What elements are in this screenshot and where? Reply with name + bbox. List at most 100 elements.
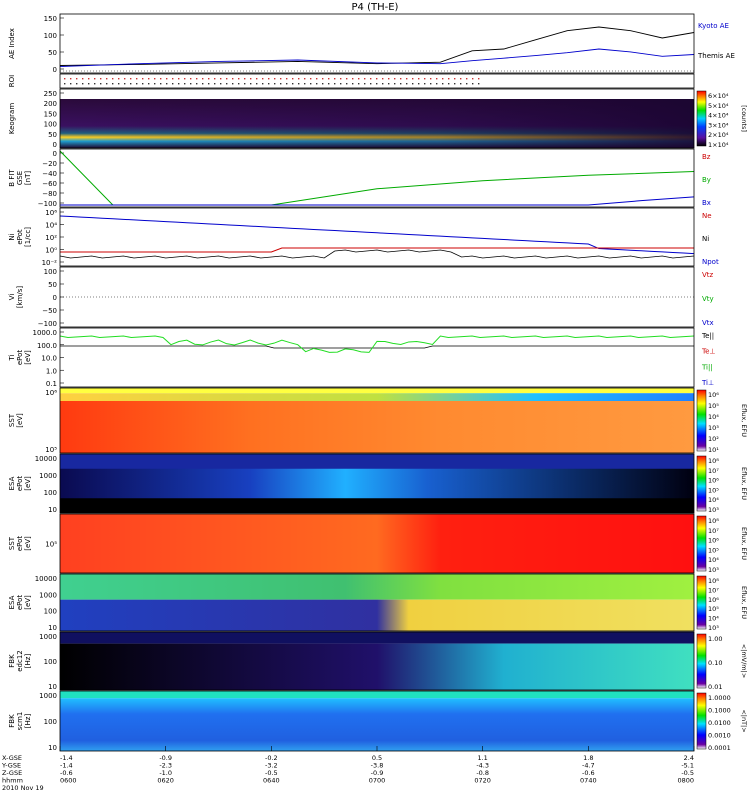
panel-ylabel: ePot xyxy=(16,350,24,366)
roi-dot xyxy=(364,78,366,80)
colorbar-tick-label: 3×10⁴ xyxy=(708,121,729,129)
roi-dot xyxy=(172,83,174,85)
colorbar-tick-label: 0.01 xyxy=(708,683,722,691)
roi-dot xyxy=(76,78,78,80)
panel-ylabel: [eV] xyxy=(24,595,32,610)
roi-dot xyxy=(250,83,252,85)
legend-entry: By xyxy=(702,176,711,184)
colorbar xyxy=(696,692,707,750)
panel-ylabel: [km/s] xyxy=(16,286,24,309)
roi-dot xyxy=(430,83,432,85)
roi-dot xyxy=(64,78,66,80)
panel-ylabel: Vi xyxy=(8,294,16,301)
colorbar-tick-label: 10⁷ xyxy=(708,586,719,594)
roi-dot xyxy=(454,78,456,80)
colorbar-tick-label: 10⁴ xyxy=(708,556,719,564)
colorbar-tick-label: 0.10 xyxy=(708,659,722,667)
roi-dot xyxy=(226,78,228,80)
panel-ylabel: scm1 xyxy=(16,712,24,731)
y-tick-label: 100 xyxy=(44,718,57,726)
spectrogram-band xyxy=(60,599,694,631)
y-tick-label: −100 xyxy=(38,200,57,208)
y-tick-label: −100 xyxy=(38,320,57,328)
roi-dot xyxy=(310,78,312,80)
panel-ylabel: ePot xyxy=(16,536,24,552)
roi-dot xyxy=(94,78,96,80)
colorbar xyxy=(696,575,707,630)
roi-dot xyxy=(226,83,228,85)
spectrogram-band xyxy=(60,691,694,699)
y-tick-label: 10 xyxy=(48,624,57,632)
colorbar-tick-label: 1.00 xyxy=(708,635,722,643)
panel-ylabel: Keogram xyxy=(8,103,16,134)
roi-dot xyxy=(220,83,222,85)
roi-dot xyxy=(430,78,432,80)
roi-dot xyxy=(322,78,324,80)
colorbar-label: <|mV/m|> xyxy=(740,644,748,679)
roi-dot xyxy=(154,83,156,85)
keogram-fade xyxy=(60,99,694,148)
roi-dot xyxy=(292,78,294,80)
panel-ylabel: ESA xyxy=(8,476,16,490)
roi-dot xyxy=(388,83,390,85)
time-column-value: -5.1 xyxy=(681,762,694,770)
y-tick-label: 1000 xyxy=(39,692,57,700)
roi-dot xyxy=(130,78,132,80)
time-column-value: -0.5 xyxy=(265,769,278,777)
y-tick-label: 100 xyxy=(44,121,57,129)
roi-dot xyxy=(472,78,474,80)
spectrogram-band xyxy=(60,514,694,573)
panel-ylabel: ROI xyxy=(8,75,16,87)
time-column-value: -2.3 xyxy=(159,762,172,770)
panel-frame xyxy=(59,88,695,149)
y-tick-label: 50 xyxy=(48,131,57,139)
roi-dot xyxy=(202,78,204,80)
y-tick-label: 0 xyxy=(53,150,57,158)
roi-dot xyxy=(160,83,162,85)
y-tick-label: 100 xyxy=(44,658,57,666)
panel-ylabel: ePot xyxy=(16,229,24,245)
y-tick-label: 1000 xyxy=(39,472,57,480)
roi-dot xyxy=(316,83,318,85)
roi-dot xyxy=(166,83,168,85)
spectrogram-band xyxy=(60,632,694,644)
panel-ylabel: FBK xyxy=(8,714,16,728)
colorbar-tick-label: 10⁸ xyxy=(708,517,719,525)
colorbar-tick-label: 10¹ xyxy=(708,446,719,454)
time-row-label: Z-GSE xyxy=(2,769,22,777)
panel-ylabel: [nT] xyxy=(24,171,32,185)
page-title: P4 (TH-E) xyxy=(352,2,399,13)
y-tick-label: 100 xyxy=(44,268,57,276)
roi-dot xyxy=(376,78,378,80)
panel-7: SST [eV] 10⁶ 10⁵ 10⁶ 10⁵ 10⁴ 10³ 10² 10¹ Eflux, EF… xyxy=(8,387,748,454)
y-tick-label: 10⁴ xyxy=(45,222,57,230)
roi-dot xyxy=(88,83,90,85)
colorbar-tick-label: 10⁶ xyxy=(708,537,719,545)
spectrogram-band xyxy=(60,698,694,751)
roi-dot xyxy=(166,78,168,80)
legend-entry: Bz xyxy=(702,153,711,161)
roi-dot xyxy=(436,83,438,85)
time-row-label: X-GSE xyxy=(2,754,22,762)
roi-dot xyxy=(100,78,102,80)
roi-dot xyxy=(358,78,360,80)
legend-entry: Vtz xyxy=(702,271,714,279)
roi-dot xyxy=(214,78,216,80)
roi-dot xyxy=(406,78,408,80)
spectrogram-band xyxy=(60,498,694,513)
roi-dot xyxy=(208,83,210,85)
spectrogram-band xyxy=(60,454,694,469)
roi-dot xyxy=(106,78,108,80)
y-tick-label: 50 xyxy=(48,49,57,57)
colorbar-tick-label: 0.0001 xyxy=(708,744,731,752)
roi-dot xyxy=(346,78,348,80)
roi-dot xyxy=(448,83,450,85)
roi-dot xyxy=(472,83,474,85)
roi-dot xyxy=(232,78,234,80)
y-tick-label: 10⁵ xyxy=(45,541,57,549)
y-tick-label: 10 xyxy=(48,506,57,514)
roi-dot xyxy=(142,83,144,85)
y-tick-label: −50 xyxy=(42,307,57,315)
y-tick-label: −40 xyxy=(42,170,57,178)
roi-dot xyxy=(334,78,336,80)
